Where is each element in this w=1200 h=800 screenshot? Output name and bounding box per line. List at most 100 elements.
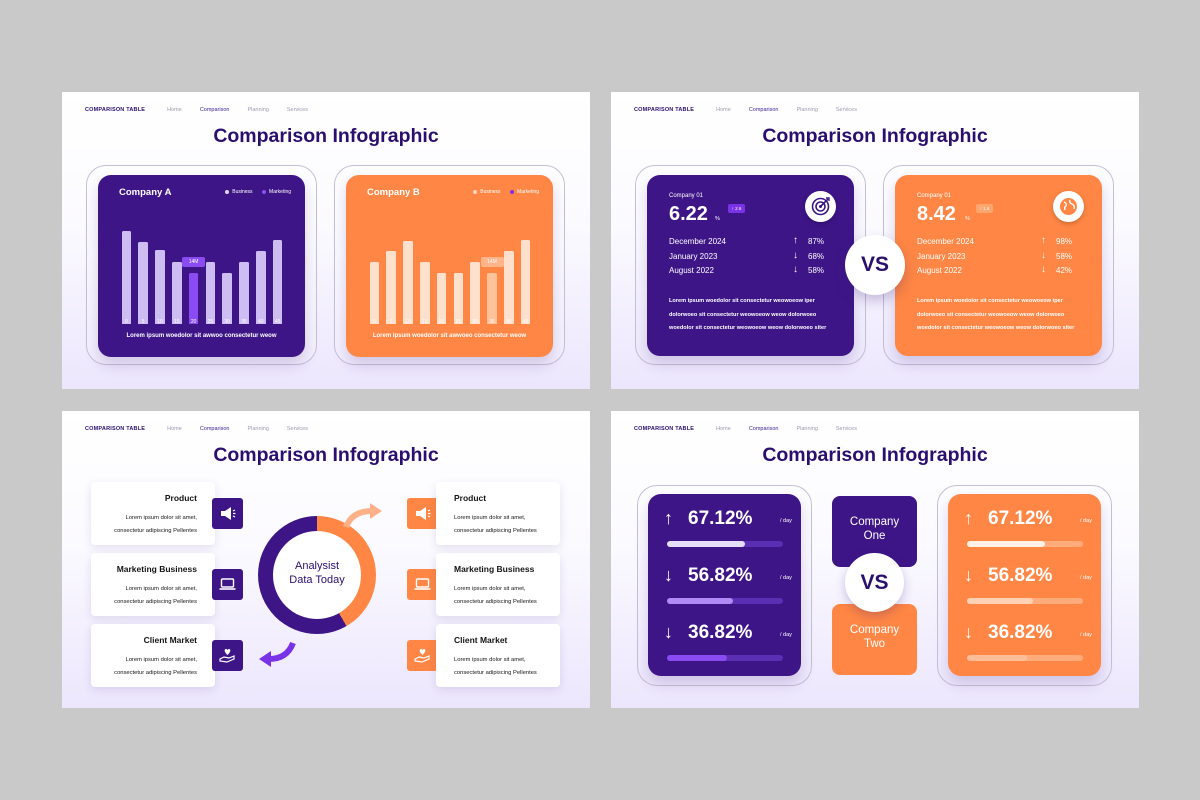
top-nav: COMPARISON TABLE Home Comparison Plannin… xyxy=(634,106,875,114)
stat-card-right: Company 01 8.42 % ↑ 1.6 December 2024 ↑ 98… xyxy=(895,175,1102,356)
row-label: December 2024 xyxy=(669,237,726,246)
progress-card-right: ↑ 67.12% / day ↓ 56.82% / day ↓ 36.82% /… xyxy=(948,494,1101,676)
nav-planning[interactable]: Planning xyxy=(796,107,818,113)
nav-comparison[interactable]: Comparison xyxy=(199,426,230,432)
progress-value: 67.12% xyxy=(688,508,753,529)
down-arrow-icon: ↓ xyxy=(1041,264,1046,275)
bar-25 xyxy=(205,261,216,324)
card-body: Lorem ipsum dolor sit amet, consectetur a… xyxy=(114,583,197,609)
x-tick-label: 20 xyxy=(190,319,197,325)
nav-planning[interactable]: Planning xyxy=(247,107,269,113)
nav-services[interactable]: Services xyxy=(835,107,857,113)
card-body: Lorem ipsum dolor sit amet, consectetur a… xyxy=(454,583,537,609)
card-body-line: consectetur adipiscing Pellentes xyxy=(114,528,197,534)
bar-0 xyxy=(121,230,132,324)
stat-row: December 2024 ↑ 98% xyxy=(917,235,1077,247)
x-tick-label: 20 xyxy=(438,319,445,325)
bar-40 xyxy=(256,250,266,324)
legend-dot-business xyxy=(472,189,478,195)
chart-title: Company A xyxy=(119,187,172,198)
x-tick-label: 35 xyxy=(489,319,495,325)
card-body-line: Lorem ipsum dolor sit amet, xyxy=(454,515,526,521)
bar-20 xyxy=(436,272,447,324)
bar-35 xyxy=(239,261,249,324)
nav-home[interactable]: Home xyxy=(716,426,731,432)
nav-comparison[interactable]: Comparison xyxy=(748,426,779,432)
chart-caption: Lorem ipsum woedolor sit awwoo consectet… xyxy=(126,333,277,339)
legend-dot-business xyxy=(224,189,230,195)
stat-unit: % xyxy=(965,216,970,222)
legend-business: Business xyxy=(232,189,253,195)
up-arrow-icon: ↑ xyxy=(964,508,973,528)
progress-value: 36.82% xyxy=(688,622,753,643)
donut-label-line: Data Today xyxy=(289,574,345,586)
card-body-line: consectetur adipiscing Pellentes xyxy=(114,599,197,605)
stat-row: January 2023 ↓ 68% xyxy=(669,250,829,262)
card-title: Product xyxy=(164,493,197,503)
card-title: Client Market xyxy=(454,635,508,645)
up-arrow-icon: ↑ xyxy=(664,508,673,528)
bar-45 xyxy=(272,239,283,324)
down-arrow-icon: ↓ xyxy=(664,565,673,585)
card-body-line: Lorem ipsum dolor sit amet, xyxy=(454,586,526,592)
company-label: Company 01 xyxy=(669,193,704,199)
bar-tooltip: 14M xyxy=(480,256,504,267)
megaphone-icon xyxy=(212,498,243,529)
row-pct: 58% xyxy=(1056,252,1073,261)
nav-services[interactable]: Services xyxy=(835,426,857,432)
nav-comparison[interactable]: Comparison xyxy=(748,107,779,113)
chart-title: Company B xyxy=(367,187,420,198)
bar-35 xyxy=(487,272,497,324)
bar-10 xyxy=(155,249,165,324)
vs-badge: VS xyxy=(845,235,905,295)
progress-fill xyxy=(667,655,728,661)
globe-icon xyxy=(1053,191,1084,222)
x-tick-label: 15 xyxy=(174,319,180,325)
row-label: January 2023 xyxy=(917,252,966,261)
slide-title: Comparison Infographic xyxy=(762,125,988,147)
legend-dot-marketing xyxy=(509,189,515,195)
stat-unit: % xyxy=(715,216,720,222)
bar-10 xyxy=(403,240,413,324)
nav-home[interactable]: Home xyxy=(167,426,182,432)
row-pct: 98% xyxy=(1056,237,1073,246)
chart-card-company-a: Company A Business Marketing Lorem ipsum… xyxy=(98,175,305,357)
nav-planning[interactable]: Planning xyxy=(247,426,269,432)
nav-planning[interactable]: Planning xyxy=(796,426,818,432)
x-tick-label: 40 xyxy=(258,319,264,325)
chart-legend: Business Marketing xyxy=(216,189,291,195)
progress-fill xyxy=(667,541,745,547)
chart-legend: Business Marketing xyxy=(464,189,539,195)
bar-30 xyxy=(222,272,232,324)
hand-heart-icon xyxy=(407,640,438,671)
company-one-line: Company xyxy=(849,516,900,528)
slide-title: Comparison Infographic xyxy=(762,444,988,466)
card-body-line: Lorem ipsum dolor sit amet, xyxy=(125,586,197,592)
target-icon xyxy=(805,191,836,222)
slide-analysis-cycle: COMPARISON TABLE Home Comparison Plannin… xyxy=(62,411,590,708)
bar-20 xyxy=(188,272,199,324)
legend-marketing: Marketing xyxy=(517,189,539,195)
x-tick-label: 30 xyxy=(224,319,230,325)
nav-services[interactable]: Services xyxy=(286,107,308,113)
up-arrow-icon: ↑ xyxy=(1041,235,1046,246)
nav-services[interactable]: Services xyxy=(286,426,308,432)
stat-row: August 2022 ↓ 42% xyxy=(917,264,1077,276)
down-arrow-icon: ↓ xyxy=(1041,250,1046,261)
stat-row: August 2022 ↓ 58% xyxy=(669,264,829,276)
progress-row: ↓ 56.82% / day xyxy=(664,565,792,605)
progress-track xyxy=(667,655,783,661)
slide-title: Comparison Infographic xyxy=(213,444,439,466)
stat-value: 6.22 xyxy=(669,203,708,225)
hand-heart-icon xyxy=(212,640,243,671)
nav-home[interactable]: Home xyxy=(716,107,731,113)
nav-comparison[interactable]: Comparison xyxy=(199,107,230,113)
cycle-donut: Analysist Data Today xyxy=(258,516,376,634)
bar-45 xyxy=(520,239,531,324)
row-pct: 58% xyxy=(808,266,825,275)
nav-home[interactable]: Home xyxy=(167,107,182,113)
down-arrow-icon: ↓ xyxy=(664,622,673,642)
bar-40 xyxy=(504,250,514,324)
company-two-line: Two xyxy=(863,638,886,650)
x-tick-label: 0 xyxy=(125,319,128,325)
